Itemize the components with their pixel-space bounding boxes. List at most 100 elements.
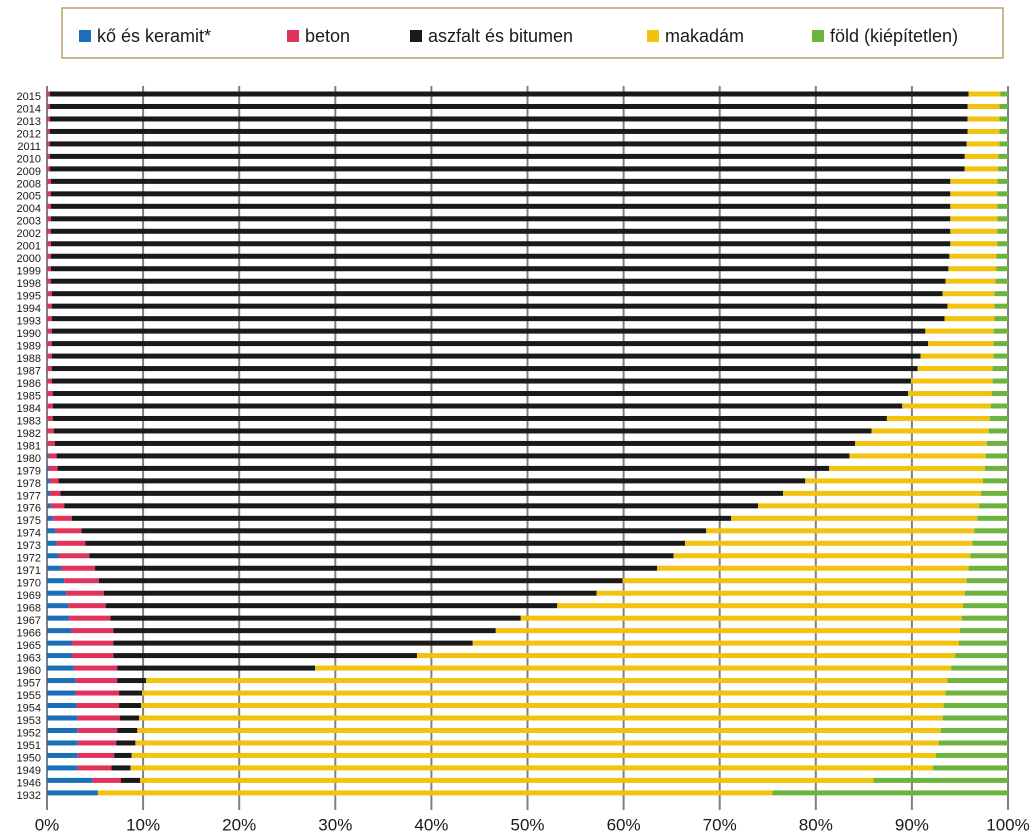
bar-segment: [999, 116, 1008, 122]
bar-segment: [47, 715, 78, 721]
bar-segment: [758, 503, 980, 509]
bar-segment: [56, 540, 86, 546]
bar-segment: [805, 478, 984, 484]
bar-segment: [47, 91, 50, 97]
x-tick-label: 90%: [895, 815, 929, 834]
y-tick-label: 1979: [17, 465, 41, 477]
bar-segment: [81, 528, 707, 534]
bar-segment: [994, 303, 1008, 309]
bar-segment: [948, 266, 997, 272]
bar-segment: [47, 366, 52, 372]
bar-segment: [120, 777, 141, 783]
y-tick-label: 2012: [17, 128, 41, 140]
bar-segment: [49, 128, 968, 134]
bar-segment: [999, 103, 1008, 109]
bar-segment: [105, 603, 558, 609]
bar-segment: [47, 777, 93, 783]
y-tick-label: 1950: [17, 752, 41, 764]
bar-segment: [47, 103, 50, 109]
bar-segment: [47, 266, 51, 272]
y-tick-label: 1952: [17, 727, 41, 739]
bar-segment: [47, 490, 50, 496]
bar-segment: [994, 316, 1008, 322]
bar-segment: [47, 790, 98, 796]
bar-segment: [55, 528, 82, 534]
bar-segment: [64, 578, 99, 584]
bar-segment: [71, 653, 114, 659]
bar-segment: [991, 391, 1008, 397]
bar-segment: [47, 553, 59, 559]
bar-segment: [47, 765, 78, 771]
bar-segment: [140, 777, 874, 783]
bar-segment: [998, 153, 1008, 159]
bar-segment: [52, 415, 887, 421]
bar-segment: [49, 166, 965, 172]
x-tick-label: 30%: [318, 815, 352, 834]
y-tick-label: 1983: [17, 415, 41, 427]
bar-segment: [47, 703, 77, 709]
legend-swatch: [812, 30, 824, 42]
bar-segment: [945, 278, 996, 284]
bar-segment: [50, 203, 951, 209]
y-tick-label: 2005: [17, 191, 41, 203]
x-tick-label: 80%: [799, 815, 833, 834]
bar-segment: [85, 540, 686, 546]
bar-segment: [52, 515, 72, 521]
bar-segment: [47, 578, 65, 584]
bar-segment: [51, 378, 911, 384]
bar-segment: [52, 403, 903, 409]
bar-segment: [983, 478, 1008, 484]
bar-segment: [972, 540, 1008, 546]
bar-segment: [139, 715, 943, 721]
bar-segment: [944, 316, 995, 322]
bar-segment: [117, 678, 146, 684]
bar-segment: [47, 353, 52, 359]
bar-segment: [66, 590, 104, 596]
bar-segment: [116, 740, 136, 746]
bar-segment: [56, 453, 850, 459]
bar-segment: [110, 615, 521, 621]
bar-segment: [51, 341, 929, 347]
bar-segment: [47, 590, 67, 596]
bar-segment: [938, 740, 1008, 746]
y-tick-label: 1994: [17, 303, 41, 315]
bar-segment: [984, 465, 1008, 471]
x-tick-label: 60%: [607, 815, 641, 834]
y-tick-label: 2000: [17, 253, 41, 265]
bar-segment: [47, 440, 55, 446]
y-tick-label: 1974: [17, 528, 41, 540]
bar-segment: [119, 690, 143, 696]
bar-segment: [47, 278, 51, 284]
bar-segment: [47, 540, 57, 546]
y-tick-label: 1998: [17, 278, 41, 290]
bar-segment: [47, 615, 70, 621]
bar-segment: [622, 578, 967, 584]
bar-segment: [967, 116, 1000, 122]
bar-segment: [47, 191, 51, 197]
bar-segment: [49, 91, 969, 97]
bar-segment: [970, 553, 1008, 559]
bar-segment: [950, 203, 998, 209]
y-tick-label: 1969: [17, 590, 41, 602]
y-tick-label: 1932: [17, 790, 41, 802]
bar-segment: [783, 490, 982, 496]
bar-segment: [119, 703, 142, 709]
bar-segment: [47, 690, 76, 696]
bar-segment: [58, 553, 90, 559]
bar-segment: [47, 303, 52, 309]
bar-segment: [141, 703, 944, 709]
bar-segment: [772, 790, 1008, 796]
bar-segment: [47, 241, 51, 247]
bar-segment: [997, 203, 1008, 209]
bar-segment: [849, 453, 986, 459]
bar-segment: [51, 291, 943, 297]
bar-segment: [917, 366, 993, 372]
bar-segment: [145, 678, 948, 684]
bar-segment: [130, 765, 934, 771]
bar-segment: [731, 515, 978, 521]
bar-segment: [111, 765, 131, 771]
bar-segment: [50, 178, 951, 184]
bar-segment: [961, 615, 1008, 621]
bar-segment: [49, 478, 59, 484]
